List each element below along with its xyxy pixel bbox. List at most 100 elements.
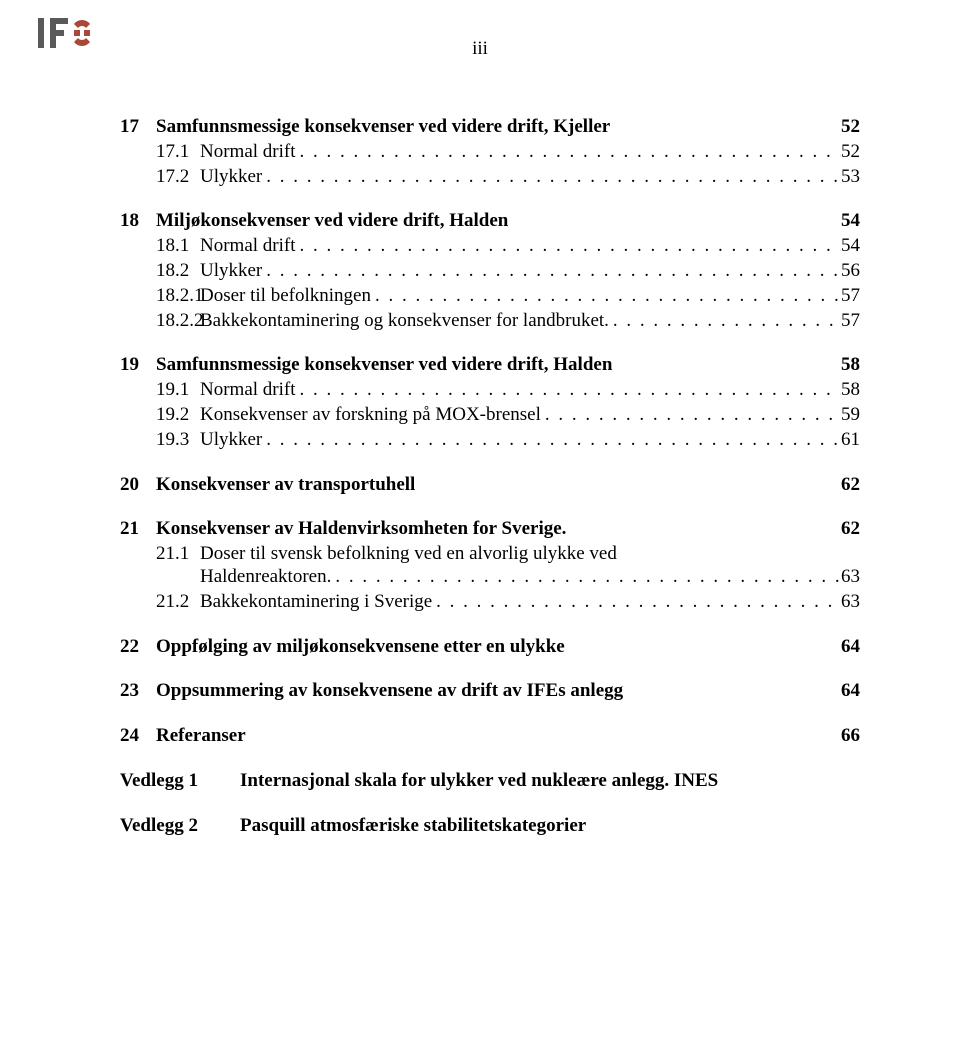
toc-title: Oppsummering av konsekvensene av drift a…: [156, 680, 623, 703]
toc-number: 17: [120, 116, 156, 139]
toc-entry-main: 19Samfunnsmessige konsekvenser ved vider…: [120, 354, 860, 377]
toc-leader-dots: . . . . . . . . . . . . . . . . . . . . …: [296, 379, 841, 402]
toc-number: 17.1: [120, 141, 200, 164]
toc-page: 66: [841, 725, 860, 748]
toc-section: 20Konsekvenser av transportuhell 62: [120, 474, 860, 497]
toc-number: 18.2.1: [120, 285, 200, 308]
toc-number: 19.3: [120, 429, 200, 452]
toc-title: Haldenreaktoren.: [200, 566, 331, 589]
toc-leader-dots: . . . . . . . . . . . . . . . . . . . . …: [262, 260, 841, 283]
toc-title: Normal drift: [200, 379, 296, 402]
toc-leader-dots: . . . . . . . . . . . . . . . . . . . . …: [262, 166, 841, 189]
toc-section: 21Konsekvenser av Haldenvirksomheten for…: [120, 518, 860, 613]
toc-title: Miljøkonsekvenser ved videre drift, Hald…: [156, 210, 508, 233]
toc-section: 17Samfunnsmessige konsekvenser ved vider…: [120, 116, 860, 188]
toc-page: 56: [841, 260, 860, 283]
toc-page: 59: [841, 404, 860, 427]
toc-title: Konsekvenser av Haldenvirksomheten for S…: [156, 518, 566, 541]
toc-entry-main: 21Konsekvenser av Haldenvirksomheten for…: [120, 518, 860, 541]
toc-title: Ulykker: [200, 166, 262, 189]
toc-title: Oppfølging av miljøkonsekvensene etter e…: [156, 636, 565, 659]
toc-title: Ulykker: [200, 260, 262, 283]
toc-entry-sub: 18.1Normal drift. . . . . . . . . . . . …: [120, 235, 860, 258]
appendix-label: Vedlegg 2: [120, 815, 240, 838]
toc-title: Doser til svensk befolkning ved en alvor…: [200, 543, 617, 566]
appendix-entry: Vedlegg 2Pasquill atmosfæriske stabilite…: [120, 815, 860, 838]
toc-number: 19: [120, 354, 156, 377]
toc-page: 53: [841, 166, 860, 189]
toc-content: 17Samfunnsmessige konsekvenser ved vider…: [120, 116, 860, 860]
toc-entry-main: 17Samfunnsmessige konsekvenser ved vider…: [120, 116, 860, 139]
toc-leader-dots: . . . . . . . . . . . . . . . . . . . . …: [262, 429, 841, 452]
toc-title: Normal drift: [200, 141, 296, 164]
toc-page: 57: [841, 310, 860, 333]
toc-leader-dots: . . . . . . . . . . . . . . . . . . . . …: [296, 235, 841, 258]
toc-number: 19.1: [120, 379, 200, 402]
toc-number: 21: [120, 518, 156, 541]
toc-entry-sub: 19.2Konsekvenser av forskning på MOX-bre…: [120, 404, 860, 427]
toc-section: 23Oppsummering av konsekvensene av drift…: [120, 680, 860, 703]
toc-entry-sub: 18.2.2Bakkekontaminering og konsekvenser…: [120, 310, 860, 333]
toc-title: Konsekvenser av forskning på MOX-brensel: [200, 404, 541, 427]
toc-page: 57: [841, 285, 860, 308]
toc-title: Samfunnsmessige konsekvenser ved videre …: [156, 116, 610, 139]
toc-entry-sub: 21.1Doser til svensk befolkning ved en a…: [120, 543, 860, 589]
toc-page: 62: [841, 474, 860, 497]
toc-entry-main: 22Oppfølging av miljøkonsekvensene etter…: [120, 636, 860, 659]
toc-title: Ulykker: [200, 429, 262, 452]
appendix-title: Pasquill atmosfæriske stabilitetskategor…: [240, 815, 860, 838]
toc-title: Doser til befolkningen: [200, 285, 371, 308]
toc-entry-sub: 18.2Ulykker. . . . . . . . . . . . . . .…: [120, 260, 860, 283]
toc-entry-main: 20Konsekvenser av transportuhell 62: [120, 474, 860, 497]
toc-title: Normal drift: [200, 235, 296, 258]
toc-number: 18.2: [120, 260, 200, 283]
toc-section: 24Referanser 66: [120, 725, 860, 748]
toc-entry-sub: 17.1Normal drift. . . . . . . . . . . . …: [120, 141, 860, 164]
toc-entry-sub: 18.2.1Doser til befolkningen. . . . . . …: [120, 285, 860, 308]
toc-title: Referanser: [156, 725, 246, 748]
toc-leader-dots: . . . . . . . . . . . . . . . . . . . . …: [541, 404, 841, 427]
toc-leader-dots: . . . . . . . . . . . . . . . . . . . . …: [296, 141, 841, 164]
toc-number: 17.2: [120, 166, 200, 189]
toc-leader-dots: . . . . . . . . . . . . . . . . . . . . …: [371, 285, 841, 308]
toc-page: 54: [841, 210, 860, 233]
toc-title: Samfunnsmessige konsekvenser ved videre …: [156, 354, 612, 377]
toc-entry-sub: 21.2Bakkekontaminering i Sverige. . . . …: [120, 591, 860, 614]
toc-number: 24: [120, 725, 156, 748]
toc-entry-main: 23Oppsummering av konsekvensene av drift…: [120, 680, 860, 703]
page-number: iii: [0, 38, 960, 60]
toc-number: 22: [120, 636, 156, 659]
toc-number: 20: [120, 474, 156, 497]
toc-page: 54: [841, 235, 860, 258]
toc-page: 58: [841, 354, 860, 377]
toc-entry-main: 24Referanser 66: [120, 725, 860, 748]
toc-page: 61: [841, 429, 860, 452]
toc-entry-sub: 17.2Ulykker. . . . . . . . . . . . . . .…: [120, 166, 860, 189]
toc-number: 23: [120, 680, 156, 703]
toc-page: 64: [841, 636, 860, 659]
toc-page: 64: [841, 680, 860, 703]
toc-title: Bakkekontaminering i Sverige: [200, 591, 432, 614]
appendix-label: Vedlegg 1: [120, 770, 240, 793]
toc-number: 21.2: [120, 591, 200, 614]
toc-number: 18.1: [120, 235, 200, 258]
toc-number: 21.1: [156, 543, 200, 566]
toc-page: 62: [841, 518, 860, 541]
toc-page: 58: [841, 379, 860, 402]
toc-leader-dots: . . . . . . . . . . . . . . . . . . . . …: [432, 591, 841, 614]
toc-title: Bakkekontaminering og konsekvenser for l…: [200, 310, 609, 333]
toc-leader-dots: . . . . . . . . . . . . . . . . . . . . …: [331, 566, 841, 589]
toc-number: 18.2.2: [120, 310, 200, 333]
toc-entry-main: 18Miljøkonsekvenser ved videre drift, Ha…: [120, 210, 860, 233]
toc-number: 19.2: [120, 404, 200, 427]
toc-entry-sub: 19.1Normal drift. . . . . . . . . . . . …: [120, 379, 860, 402]
appendix-title: Internasjonal skala for ulykker ved nukl…: [240, 770, 860, 793]
toc-number: 18: [120, 210, 156, 233]
toc-page: 63: [841, 591, 860, 614]
appendix-entry: Vedlegg 1Internasjonal skala for ulykker…: [120, 770, 860, 793]
toc-page: 63: [841, 566, 860, 589]
toc-title: Konsekvenser av transportuhell: [156, 474, 415, 497]
toc-page: 52: [841, 116, 860, 139]
toc-section: 19Samfunnsmessige konsekvenser ved vider…: [120, 354, 860, 451]
toc-section: 18Miljøkonsekvenser ved videre drift, Ha…: [120, 210, 860, 332]
